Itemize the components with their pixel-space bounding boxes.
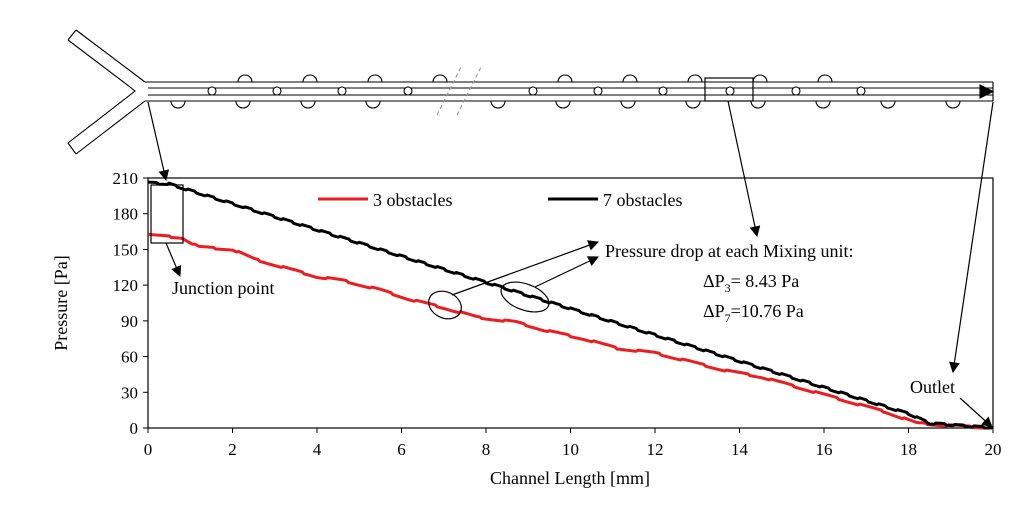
y-tick-label: 210 <box>113 169 139 188</box>
inlet-y-junction <box>67 29 993 155</box>
obstacle-bump-bottom <box>300 100 316 109</box>
break-marks <box>436 64 483 116</box>
obstacle-bump-top <box>687 74 703 83</box>
x-tick-label: 14 <box>731 440 749 459</box>
obstacle-bump-bottom <box>365 100 381 109</box>
channel-schematic <box>67 29 995 155</box>
x-tick-label: 6 <box>397 440 406 459</box>
obstacle-bump-top <box>237 74 253 83</box>
obstacle-bump-bottom <box>880 100 896 109</box>
obstacle-circle <box>725 86 735 96</box>
legend: 3 obstacles 7 obstacles <box>318 190 682 210</box>
obstacle-circle <box>856 86 866 96</box>
obstacle-bump-top <box>302 74 318 83</box>
outlet-arrow <box>979 84 995 99</box>
y-tick-label: 90 <box>121 312 138 331</box>
obstacle-circle <box>207 86 217 96</box>
x-axis-title: Channel Length [mm] <box>490 468 650 488</box>
step-highlight-3-obstacles <box>428 290 462 320</box>
obstacle-bump-top <box>622 74 638 83</box>
obstacle-circle <box>593 86 603 96</box>
delta-p7-label: ΔP7=10.76 Pa <box>703 301 804 325</box>
x-tick-label: 2 <box>228 440 237 459</box>
obstacle-circle <box>528 86 538 96</box>
annotations <box>147 100 994 428</box>
pressure-drop-arrow-2 <box>534 256 599 288</box>
obstacle-bump-bottom <box>490 100 506 109</box>
x-tick-label: 16 <box>816 440 833 459</box>
series-line-7-obstacles <box>147 180 994 430</box>
x-tick-label: 4 <box>313 440 322 459</box>
x-tick-label: 10 <box>562 440 579 459</box>
y-tick-label: 150 <box>113 240 139 259</box>
y-tick-label: 30 <box>121 383 138 402</box>
mixing-unit-arrow <box>727 100 761 238</box>
outlet-leader-arrow <box>949 101 994 374</box>
pressure-drop-title: Pressure drop at each Mixing unit: <box>605 241 853 261</box>
obstacle-bump-bottom <box>945 100 961 109</box>
outlet-label: Outlet <box>910 377 955 397</box>
obstacle-bump-bottom <box>170 100 186 109</box>
mixing-obstacles <box>170 74 961 109</box>
y-tick-label: 0 <box>130 419 139 438</box>
zoom-box-mixing-unit <box>704 77 754 102</box>
obstacle-bump-top <box>367 74 383 83</box>
x-tick-label: 12 <box>647 440 664 459</box>
obstacle-circle <box>658 86 668 96</box>
x-tick-label: 8 <box>482 440 491 459</box>
y-axis: 0 30 60 90 120 150 180 210 <box>113 169 148 438</box>
junction-label-arrow <box>165 242 182 277</box>
series-line-3-obstacles <box>147 232 994 430</box>
legend-label-7-obstacles: 7 obstacles <box>603 190 682 210</box>
x-tick-label: 0 <box>144 440 153 459</box>
obstacle-circle <box>272 86 282 96</box>
delta-p3-label: ΔP3= 8.43 Pa <box>703 271 799 295</box>
obstacle-bump-bottom <box>620 100 636 109</box>
obstacle-bump-bottom <box>685 100 701 109</box>
obstacle-circle <box>403 86 413 96</box>
step-highlight-7-obstacles <box>500 281 550 313</box>
junction-leader-arrow <box>147 101 170 182</box>
pressure-drop-arrow-1 <box>451 240 600 296</box>
legend-label-3-obstacles: 3 obstacles <box>373 190 452 210</box>
y-tick-label: 60 <box>121 348 138 367</box>
obstacle-circle <box>791 86 801 96</box>
y-tick-label: 180 <box>113 205 139 224</box>
obstacle-bump-bottom <box>750 100 766 109</box>
x-tick-label: 20 <box>985 440 1002 459</box>
junction-point-label: Junction point <box>172 278 275 298</box>
y-tick-label: 120 <box>113 276 139 295</box>
y-axis-title: Pressure [Pa] <box>51 255 71 350</box>
obstacle-bump-top <box>752 74 768 83</box>
x-axis: 0 2 4 6 8 10 12 14 16 18 20 <box>144 428 1002 459</box>
obstacle-bump-top <box>557 74 573 83</box>
outlet-point-arrow <box>959 397 993 428</box>
obstacle-bump-bottom <box>815 100 831 109</box>
obstacle-bump-top <box>432 74 448 83</box>
obstacle-bump-top <box>817 74 833 83</box>
x-tick-label: 18 <box>900 440 917 459</box>
junction-zoom-box <box>150 184 184 244</box>
obstacle-bump-bottom <box>555 100 571 109</box>
obstacle-circle <box>337 86 347 96</box>
obstacle-bump-bottom <box>235 100 251 109</box>
